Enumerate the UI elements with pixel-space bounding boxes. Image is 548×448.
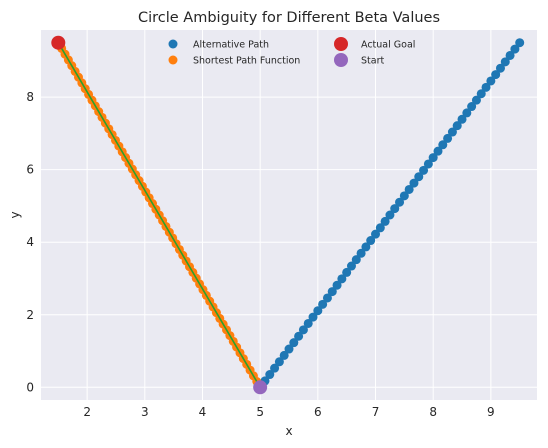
alternative-path-point [438, 140, 448, 150]
alternative-path-point [476, 89, 486, 99]
x-tick-label: 2 [83, 405, 91, 419]
alternative-path-point [447, 127, 457, 137]
shortest-path-line [57, 42, 261, 388]
alternative-path-point [371, 229, 381, 239]
alternative-path-point [294, 331, 304, 341]
grid [41, 30, 537, 400]
alternative-path-point [322, 293, 332, 303]
y-tick-label: 4 [26, 235, 34, 249]
x-tick-label: 5 [256, 405, 264, 419]
alternative-path-point [337, 274, 347, 284]
legend-marker-start [334, 53, 348, 67]
y-axis-label: y [8, 211, 22, 218]
alternative-path-point [419, 165, 429, 175]
alternative-path-point [265, 370, 275, 380]
alternative-path-point [346, 261, 356, 271]
start-point [253, 380, 268, 395]
legend-marker-actual-goal [334, 37, 348, 51]
legend-label-actual-goal: Actual Goal [361, 40, 415, 51]
alternative-path-point [342, 267, 352, 277]
alternative-path-point [318, 299, 328, 309]
alternative-path-point [443, 133, 453, 143]
x-tick-label: 8 [429, 405, 437, 419]
alternative-path-point [399, 191, 409, 201]
x-tick-label: 3 [141, 405, 149, 419]
legend-marker-shortest-path [168, 55, 178, 65]
x-tick-label: 6 [314, 405, 322, 419]
alternative-path-point [495, 63, 505, 73]
alternative-path-point [270, 363, 280, 373]
y-tick-label: 6 [26, 163, 34, 177]
alternative-path-point [486, 76, 496, 86]
alternative-path-point [414, 172, 424, 182]
alternative-path-point [366, 236, 376, 246]
x-tick-label: 4 [199, 405, 207, 419]
alternative-path-point [298, 325, 308, 335]
legend-label-alternative-path: Alternative Path [193, 40, 269, 51]
alternative-path-point [515, 38, 525, 48]
alternative-path-point [361, 242, 371, 252]
plot-background [41, 30, 537, 400]
alternative-path-point [385, 210, 395, 220]
alternative-path-point [481, 82, 491, 92]
alternative-path-point [274, 357, 284, 367]
alternative-path-point [423, 159, 433, 169]
alternative-path-point [428, 153, 438, 163]
alternative-path-point [510, 44, 520, 54]
alternative-path-point [409, 178, 419, 188]
alternative-path-point [332, 280, 342, 290]
y-tick-label: 8 [26, 90, 34, 104]
alternative-path-point [471, 95, 481, 105]
x-tick-label: 9 [487, 405, 495, 419]
chart-title: Circle Ambiguity for Different Beta Valu… [138, 10, 440, 26]
alternative-path-point [500, 57, 510, 67]
alternative-path-point [462, 108, 472, 118]
legend-label-start: Start [361, 56, 384, 67]
actual-goal-point [51, 35, 66, 50]
alternative-path-point [279, 350, 289, 360]
alternative-path-point [452, 121, 462, 131]
y-tick-labels: 0 2 4 6 8 [26, 90, 34, 394]
alternative-path-point [351, 255, 361, 265]
y-tick-label: 2 [26, 308, 34, 322]
alternative-path-point [375, 223, 385, 233]
x-axis-label: x [285, 424, 292, 438]
y-tick-label: 0 [26, 380, 34, 394]
alternative-path-point [467, 102, 477, 112]
legend: Alternative Path Shortest Path Function … [168, 37, 415, 67]
x-tick-label: 7 [372, 405, 380, 419]
alternative-path-point [505, 50, 515, 60]
alternative-path-point [327, 287, 337, 297]
alternative-path-point [390, 204, 400, 214]
legend-label-shortest-path: Shortest Path Function [193, 56, 300, 67]
data-marks [51, 35, 525, 395]
alternative-path-point [356, 248, 366, 258]
legend-marker-alternative-path [168, 39, 178, 49]
x-tick-labels: 2 3 4 5 6 7 8 9 [83, 405, 494, 419]
alternative-path-point [308, 312, 318, 322]
alternative-path-point [380, 216, 390, 226]
alternative-path-point [303, 318, 313, 328]
alternative-path-point [313, 306, 323, 316]
alternative-path-point [457, 114, 467, 124]
alternative-path-point [284, 344, 294, 354]
alternative-path-point [433, 146, 443, 156]
alternative-path-point [404, 184, 414, 194]
alternative-path-point [395, 197, 405, 207]
alternative-path-point [491, 70, 501, 80]
alternative-path-point [289, 338, 299, 348]
